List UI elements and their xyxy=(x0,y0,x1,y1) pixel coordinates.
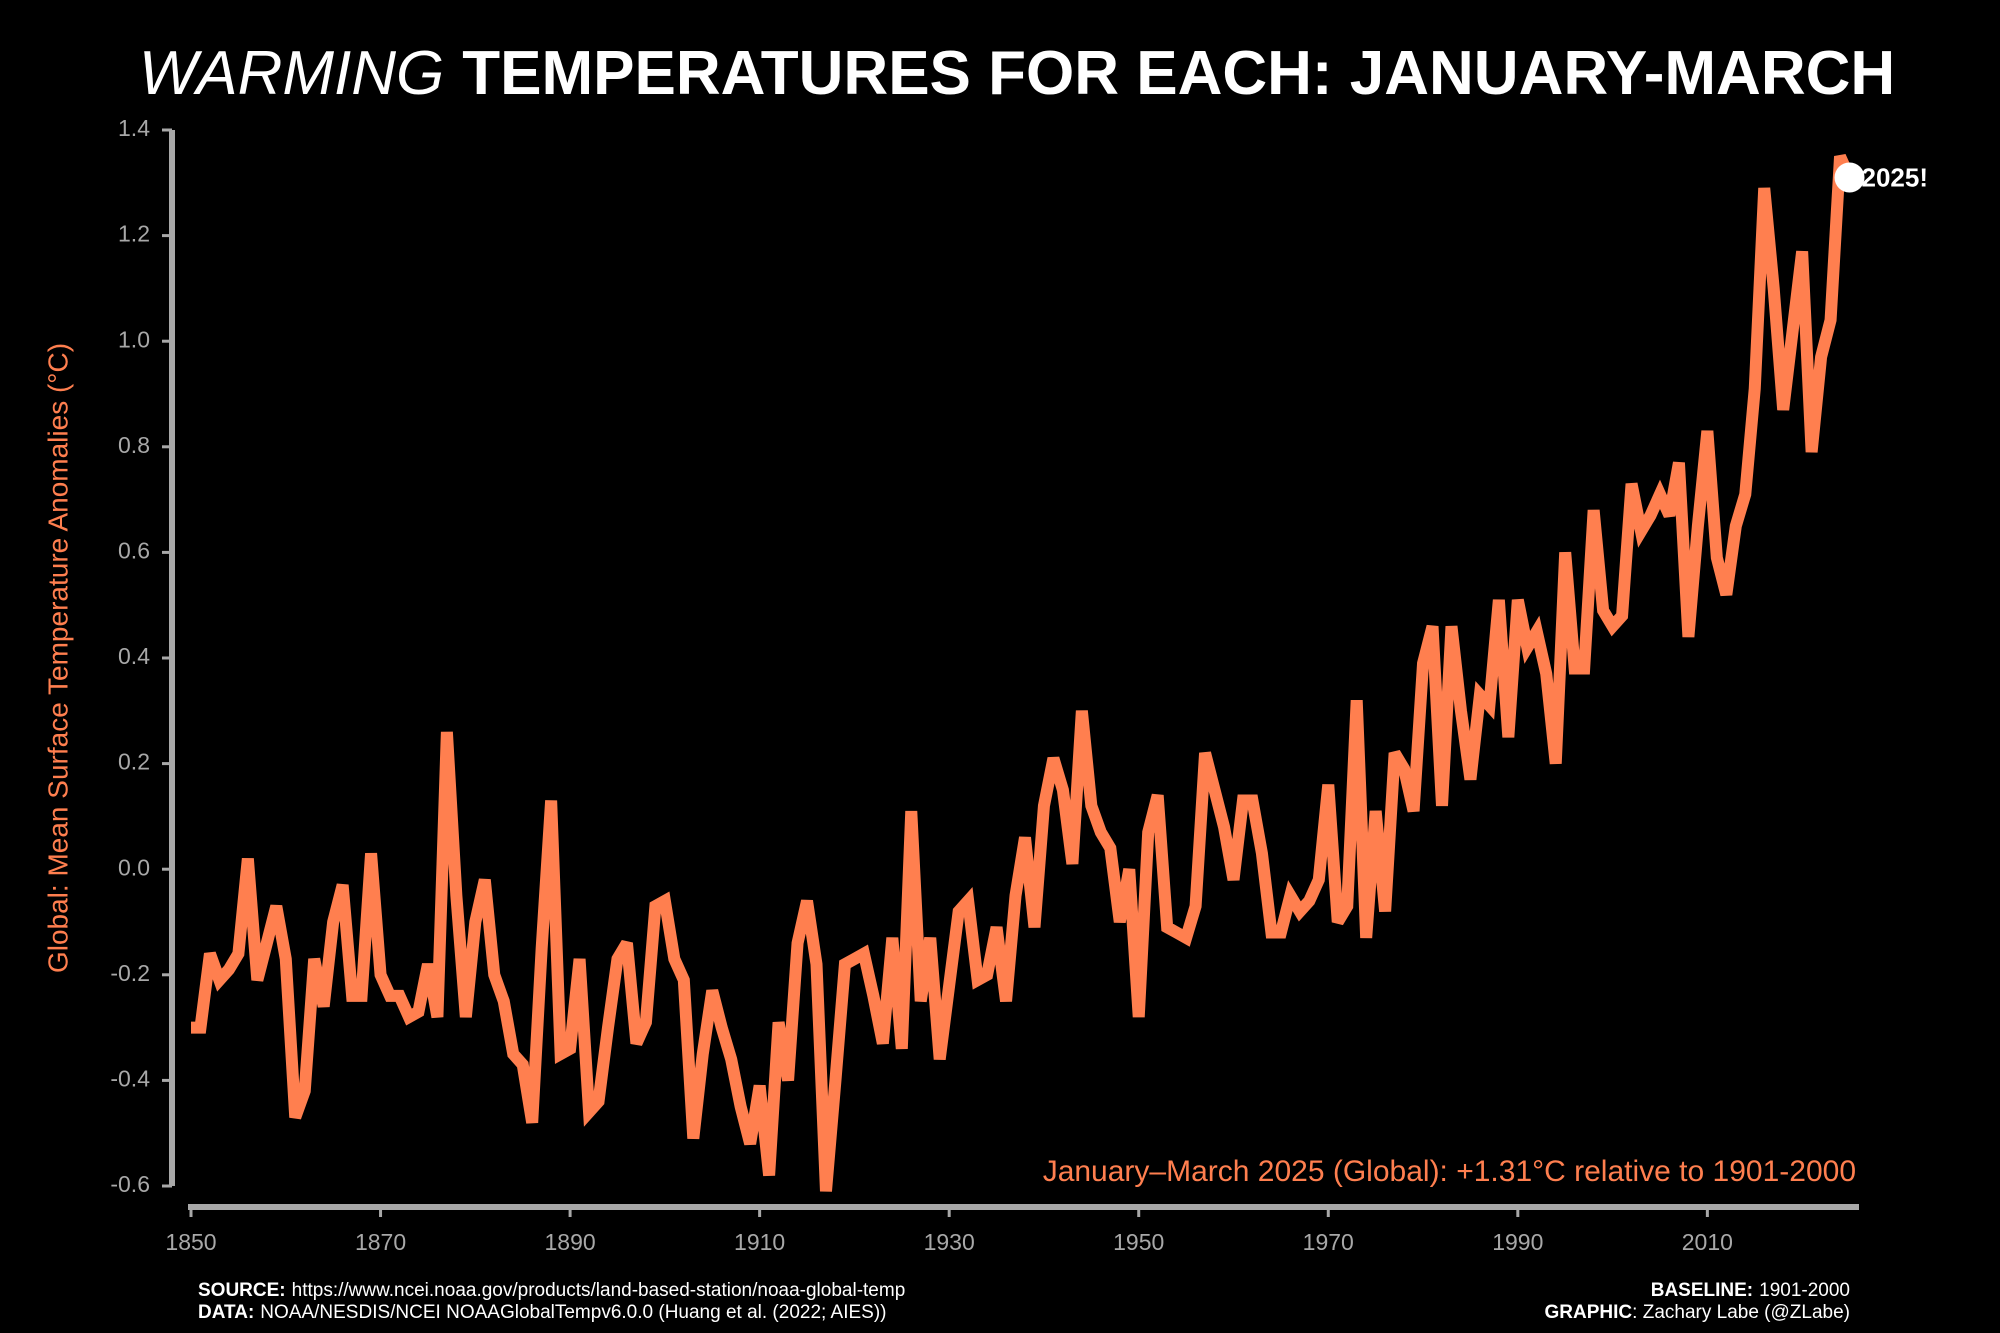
x-tick-label: 2010 xyxy=(1682,1229,1733,1255)
x-tick-label: 1990 xyxy=(1492,1229,1543,1255)
footer-label: SOURCE: xyxy=(198,1280,286,1301)
title-main: TEMPERATURES FOR EACH: JANUARY-MARCH xyxy=(462,39,1895,108)
footer-text: 1901-2000 xyxy=(1759,1280,1850,1301)
footer-text: NOAA/NESDIS/NCEI NOAAGlobalTempv6.0.0 (H… xyxy=(260,1302,886,1323)
x-tick-label: 1890 xyxy=(545,1229,596,1255)
y-tick-label: -0.2 xyxy=(110,960,150,986)
annotation: January–March 2025 (Global): +1.31°C rel… xyxy=(1043,1155,1856,1188)
y-tick-label: 0.0 xyxy=(118,854,150,880)
y-tick-label: 0.2 xyxy=(118,749,150,775)
y-tick-label: -0.6 xyxy=(110,1171,150,1197)
y-tick-label: 1.2 xyxy=(118,221,150,247)
y-tick-label: -0.4 xyxy=(110,1065,150,1091)
footer-label: BASELINE: xyxy=(1651,1280,1753,1301)
x-tick-label: 1910 xyxy=(734,1229,785,1255)
footer-text: https://www.ncei.noaa.gov/products/land-… xyxy=(292,1280,906,1301)
highlight-point xyxy=(1834,162,1865,193)
title-emphasis: WARMING xyxy=(139,39,444,108)
y-tick-label: 1.0 xyxy=(118,326,150,352)
x-tick-label: 1950 xyxy=(1113,1229,1164,1255)
footer-baseline: BASELINE: 1901-2000 xyxy=(1651,1280,1850,1301)
footer-label: GRAPHIC xyxy=(1545,1302,1633,1323)
point-label: 2025! xyxy=(1862,162,1929,192)
x-tick-label: 1970 xyxy=(1303,1229,1354,1255)
footer-label: DATA: xyxy=(198,1302,254,1323)
footer-text: : Zachary Labe (@ZLabe) xyxy=(1632,1302,1850,1323)
y-tick-label: 0.8 xyxy=(118,432,150,458)
y-tick-label: 1.4 xyxy=(118,115,150,141)
y-tick-label: 0.4 xyxy=(118,643,150,669)
footer-data: DATA: NOAA/NESDIS/NCEI NOAAGlobalTempv6.0… xyxy=(198,1302,886,1323)
chart-title: WARMING TEMPERATURES FOR EACH: JANUARY-MA… xyxy=(139,39,1895,108)
x-tick-label: 1930 xyxy=(924,1229,975,1255)
x-tick-label: 1870 xyxy=(355,1229,406,1255)
footer-source: SOURCE: https://www.ncei.noaa.gov/product… xyxy=(198,1280,905,1301)
y-tick-label: 0.6 xyxy=(118,537,150,563)
footer-graphic: GRAPHIC: Zachary Labe (@ZLabe) xyxy=(1545,1302,1850,1323)
data-line xyxy=(191,153,1855,1192)
x-tick-label: 1850 xyxy=(165,1229,216,1255)
y-axis-label: Global: Mean Surface Temperature Anomali… xyxy=(42,343,73,973)
